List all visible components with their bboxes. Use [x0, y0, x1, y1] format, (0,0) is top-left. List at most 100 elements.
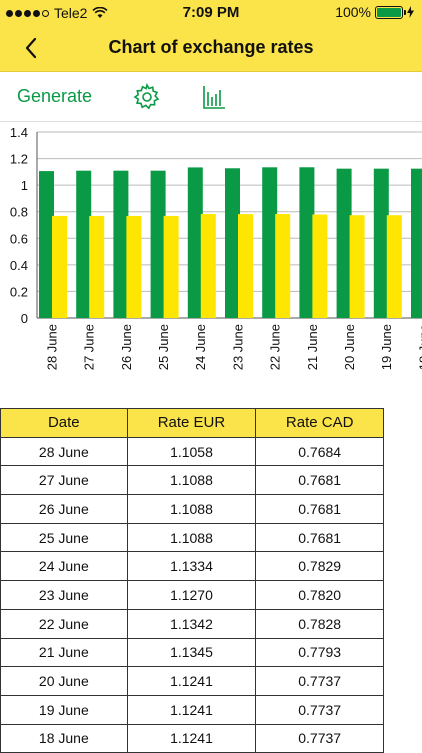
rates-table-container: Date Rate EUR Rate CAD 28 June 1.1058 0.76…	[0, 408, 422, 753]
header-rate-cad: Rate CAD	[255, 408, 384, 438]
bar-eur	[150, 170, 166, 318]
date-cell: 20 June	[0, 666, 128, 696]
bar-eur	[411, 168, 422, 318]
date-cell: 28 June	[0, 436, 128, 467]
bar-cad	[200, 213, 216, 318]
rate-eur-cell: 1.1241	[126, 694, 257, 725]
rate-cad-cell: 0.7737	[255, 694, 384, 725]
bar-cad	[52, 215, 67, 318]
rate-cad-cell: 0.7681	[255, 465, 384, 496]
settings-gear-icon[interactable]	[133, 83, 161, 111]
table-row: 26 June 1.1088 0.7681	[0, 494, 384, 524]
rate-eur-cell: 1.1342	[126, 608, 257, 639]
bar-eur	[299, 167, 315, 318]
charging-icon	[407, 6, 414, 18]
battery-status: 100%	[335, 4, 414, 20]
x-tick-label: 27 June	[82, 324, 97, 370]
table-header-row: Date Rate EUR Rate CAD	[0, 408, 384, 438]
date-cell: 22 June	[0, 608, 128, 639]
bar-cad	[312, 214, 328, 318]
exchange-rate-chart: 0 0.2 0.4 0.6 0.8 1 1.2 1.4 28 June 27 June 26 Jun…	[0, 122, 422, 382]
table-row: 23 June 1.1270 0.7820	[0, 580, 384, 610]
bar-eur	[113, 170, 129, 318]
bar-eur	[262, 167, 278, 318]
rate-eur-cell: 1.1088	[126, 522, 257, 553]
status-bar: Tele2 7:09 PM 100%	[0, 0, 422, 26]
bar-eur	[39, 171, 54, 318]
date-cell: 26 June	[0, 494, 128, 524]
rate-cad-cell: 0.7681	[255, 494, 384, 524]
navigation-bar: Chart of exchange rates	[0, 26, 422, 72]
x-tick-label: 26 June	[119, 324, 134, 370]
rate-eur-cell: 1.1241	[126, 666, 257, 696]
status-time: 7:09 PM	[182, 4, 240, 21]
back-chevron-icon[interactable]	[20, 34, 44, 62]
table-row: 22 June 1.1342 0.7828	[0, 608, 384, 639]
rate-cad-cell: 0.7820	[255, 580, 384, 610]
rate-cad-cell: 0.7737	[255, 666, 384, 696]
bar-cad	[163, 215, 179, 318]
x-tick-label: 20 June	[342, 324, 357, 370]
rate-eur-cell: 1.1088	[126, 465, 257, 496]
signal-strength-icon	[6, 9, 49, 17]
y-tick-label: 1.4	[10, 125, 28, 140]
table-row: 20 June 1.1241 0.7737	[0, 666, 384, 696]
rate-eur-cell: 1.1058	[126, 436, 257, 467]
table-row: 24 June 1.1334 0.7829	[0, 551, 384, 582]
y-tick-label: 0.4	[10, 258, 28, 273]
date-cell: 19 June	[0, 694, 128, 725]
date-cell: 18 June	[0, 723, 128, 753]
bar-eur	[336, 168, 352, 318]
x-tick-label: 23 June	[230, 324, 245, 370]
x-tick-label: 28 June	[44, 324, 59, 370]
date-cell: 27 June	[0, 465, 128, 496]
y-tick-label: 0.6	[10, 231, 28, 246]
bar-cad	[386, 215, 402, 318]
rate-eur-cell: 1.1241	[126, 723, 257, 753]
rate-cad-cell: 0.7829	[255, 551, 384, 582]
battery-icon	[375, 5, 406, 19]
date-cell: 25 June	[0, 522, 128, 553]
rate-cad-cell: 0.7793	[255, 637, 384, 668]
table-row: 19 June 1.1241 0.7737	[0, 694, 384, 725]
x-tick-label: 21 June	[305, 324, 320, 370]
y-tick-label: 0.8	[10, 205, 28, 220]
date-cell: 24 June	[0, 551, 128, 582]
table-row: 25 June 1.1088 0.7681	[0, 522, 384, 553]
toolbar: Generate	[0, 72, 422, 122]
bar-eur	[76, 170, 92, 318]
header-rate-eur: Rate EUR	[126, 408, 257, 438]
y-tick-label: 1	[21, 178, 28, 193]
rate-eur-cell: 1.1270	[126, 580, 257, 610]
x-tick-label: 18 June	[416, 324, 422, 370]
table-row: 18 June 1.1241 0.7737	[0, 723, 384, 753]
bar-eur	[225, 168, 240, 318]
bar-chart-icon[interactable]	[202, 84, 226, 110]
y-tick-label: 1.2	[10, 152, 28, 167]
bar-cad	[238, 214, 253, 318]
bar-cad	[89, 215, 105, 318]
y-tick-label: 0	[21, 311, 28, 326]
rate-cad-cell: 0.7684	[255, 436, 384, 467]
bar-cad	[275, 213, 291, 318]
bar-eur	[373, 168, 389, 318]
bar-eur	[187, 167, 203, 318]
battery-percent: 100%	[335, 4, 371, 20]
wifi-icon	[92, 7, 109, 18]
rate-eur-cell: 1.1345	[126, 637, 257, 668]
bar-chart: 0 0.2 0.4 0.6 0.8 1 1.2 1.4 28 June 27 June 26 Jun…	[10, 125, 422, 370]
page-title: Chart of exchange rates	[108, 37, 314, 57]
date-cell: 23 June	[0, 580, 128, 610]
y-tick-label: 0.2	[10, 284, 28, 299]
date-cell: 21 June	[0, 637, 128, 668]
table-row: 27 June 1.1088 0.7681	[0, 465, 384, 496]
rate-eur-cell: 1.1334	[126, 551, 257, 582]
signal-carrier: Tele2	[6, 5, 109, 21]
rate-cad-cell: 0.7737	[255, 723, 384, 753]
table-row: 21 June 1.1345 0.7793	[0, 637, 384, 668]
generate-button[interactable]: Generate	[17, 86, 93, 106]
header-date: Date	[0, 408, 128, 438]
x-tick-label: 19 June	[379, 324, 394, 370]
rates-table: Date Rate EUR Rate CAD 28 June 1.1058 0.76…	[0, 408, 384, 753]
rate-cad-cell: 0.7681	[255, 522, 384, 553]
